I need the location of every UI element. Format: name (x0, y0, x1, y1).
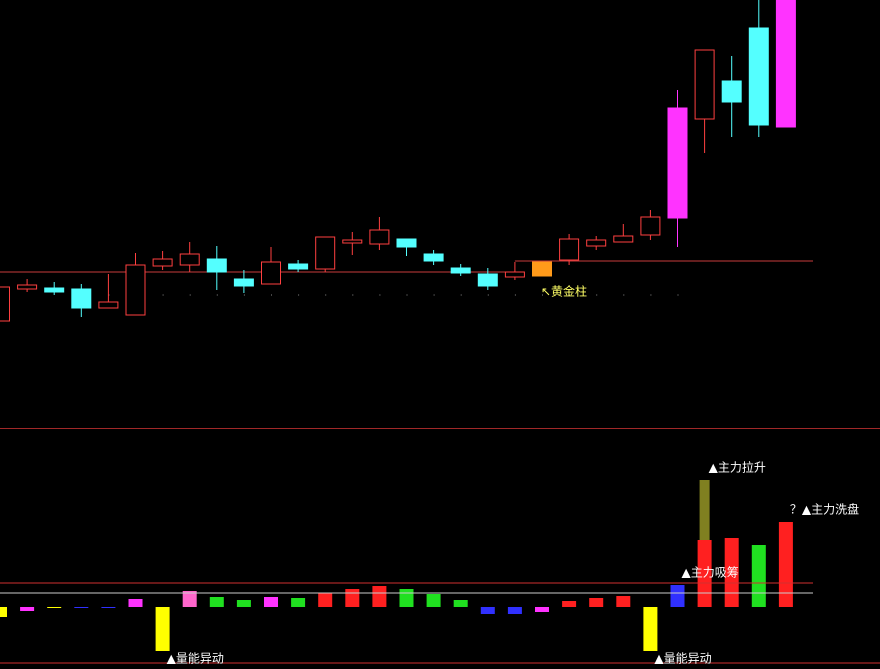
candle-body (586, 239, 607, 247)
candle-body (721, 80, 742, 103)
candle-body (532, 261, 552, 277)
annotation: ？▲主力洗盘 (790, 502, 859, 517)
annotation: ▲主力拉升 (709, 460, 766, 475)
candle-body (233, 278, 254, 287)
indicator-bar (128, 599, 143, 607)
candle-body (748, 27, 769, 126)
indicator-bar (507, 607, 522, 614)
candle-body (559, 238, 580, 261)
indicator-bar (236, 600, 251, 607)
indicator-bar (643, 607, 658, 651)
indicator-bar (101, 607, 116, 608)
indicator-bar (0, 607, 7, 617)
indicator-bar (291, 598, 306, 607)
candle-body (423, 253, 444, 262)
candle-body (667, 107, 688, 219)
candle-body (261, 261, 281, 285)
indicator-bar (182, 591, 197, 607)
indicator-bar (616, 596, 631, 607)
indicator-bar (589, 598, 604, 607)
indicator-bar (345, 589, 360, 607)
candle-body (694, 49, 715, 120)
indicator-stack (699, 480, 710, 540)
candle-body (0, 286, 10, 322)
indicator-bar (751, 545, 766, 607)
indicator-bar (47, 607, 62, 608)
indicator-bar (74, 607, 89, 608)
candle-body (206, 258, 227, 273)
indicator-bar (535, 607, 549, 612)
candle-body (613, 235, 634, 243)
candle-body (342, 239, 363, 244)
annotation: ▲主力吸筹 (682, 566, 739, 580)
candle-body (288, 263, 309, 270)
candle-body (125, 264, 146, 316)
indicator-bar (318, 593, 333, 607)
indicator-bar (209, 597, 224, 607)
indicator-bar (372, 586, 387, 607)
candle-body (17, 284, 38, 290)
indicator-bar (20, 607, 35, 611)
indicator-bar (724, 538, 739, 607)
annotation: ▲量能异动 (167, 652, 224, 666)
candle-body (369, 229, 390, 245)
candle-body (640, 216, 661, 236)
candle-body (152, 258, 173, 267)
candle-body (179, 253, 200, 266)
indicator-bar (155, 607, 170, 651)
candle-body (504, 271, 525, 278)
indicator-bar (426, 594, 441, 607)
indicator-bar (697, 540, 712, 607)
indicator-bar (399, 589, 414, 607)
indicator-bar (670, 585, 685, 607)
indicator-bar (453, 600, 468, 607)
indicator-bar (480, 607, 495, 614)
candle-body (450, 267, 471, 274)
candle-body (71, 288, 92, 309)
indicator-bar (264, 597, 278, 607)
candle-body (98, 301, 119, 309)
indicator-bar (562, 601, 577, 607)
candle-body (315, 236, 336, 270)
candle-body (396, 238, 417, 248)
candle-body (44, 287, 65, 293)
annotation: ↖黄金柱 (541, 284, 587, 299)
candle-body (775, 0, 796, 128)
annotation: ▲量能异动 (654, 652, 711, 666)
candle-body (477, 273, 498, 287)
indicator-bar (778, 522, 793, 607)
